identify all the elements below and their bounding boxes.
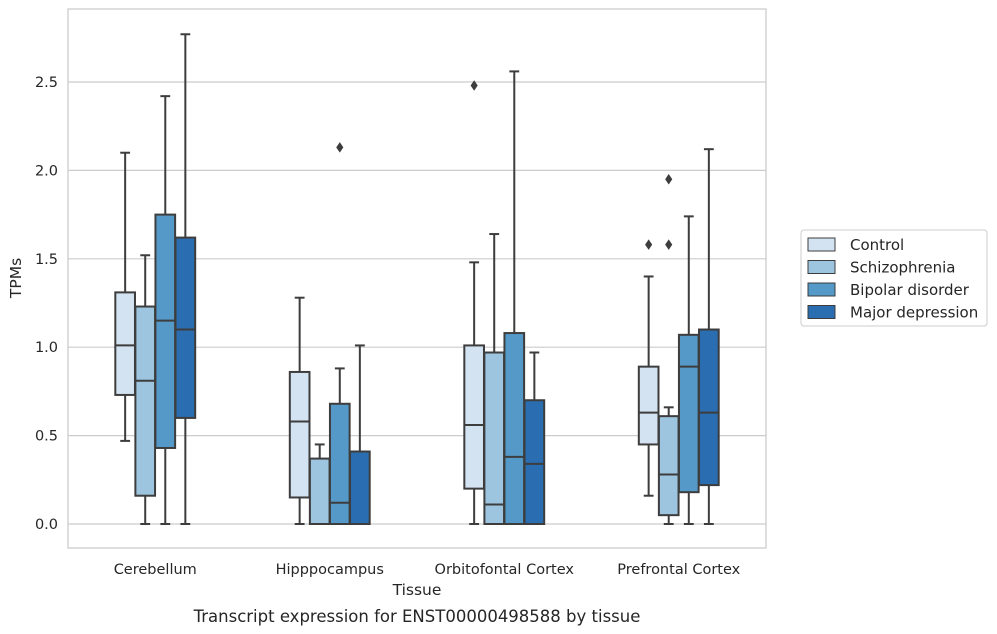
box-bipolar-disorder [154,95,177,525]
y-tick-label: 2.5 [35,75,58,91]
box-iqr [483,351,506,525]
box-iqr [637,365,660,446]
box-iqr [114,291,136,396]
y-tick-label: 1.5 [35,252,58,268]
x-tick-label: Hipppocampus [276,562,384,578]
box-control [288,296,311,525]
box-iqr [523,399,546,525]
outlier-point [665,239,673,250]
legend-label: Control [850,236,904,254]
legend-label: Major depression [850,304,978,322]
box-iqr [677,333,700,494]
y-axis-label: TPMs [7,258,25,299]
box-iqr [698,328,720,487]
y-tick-label: 0.0 [35,517,58,533]
chart-caption: Transcript expression for ENST0000049858… [193,607,641,626]
legend-swatch [807,237,836,252]
box-schizophrenia [308,443,331,526]
box-bipolar-disorder [503,70,526,525]
box-iqr [328,402,351,525]
boxes [114,33,720,526]
x-tick-labels: Cerebellum Hipppocampus Orbitofontal Corte… [114,562,741,578]
box-iqr [154,213,177,449]
box-iqr [503,332,526,525]
box-iqr [288,370,311,499]
x-tick-label: Prefrontal Cortex [617,562,740,578]
y-tick-label: 1.0 [35,340,58,356]
outlier-point [645,239,653,250]
legend-frame [800,229,988,327]
x-tick-label: Orbitofontal Cortex [435,562,575,578]
outlier-point [470,80,478,91]
box-iqr [174,236,197,419]
box-major-depression [698,148,720,525]
box-schizophrenia [483,233,506,525]
y-tick-label: 2.0 [35,163,58,179]
x-tick-label: Cerebellum [114,562,197,578]
legend-label: Bipolar disorder [850,281,970,299]
box-iqr [463,344,485,490]
box-iqr [657,415,680,517]
box-iqr [349,450,371,525]
x-axis-label: Tissue [392,581,442,599]
box-iqr [308,457,331,526]
legend-label: Schizophrenia [850,259,955,277]
box-iqr [134,305,157,497]
outlier-point [336,142,344,153]
legend: Control Schizophrenia Bipolar disorder Majo… [800,229,988,327]
y-tick-labels: 0.0 0.5 1.0 1.5 2.0 2.5 [35,75,58,533]
box-major-depression [174,33,197,525]
box-major-depression [349,344,371,525]
legend-swatch [807,282,836,297]
y-tick-label: 0.5 [35,429,58,445]
box-control [637,239,660,497]
outlier-point [665,173,673,185]
legend-swatch [807,260,836,274]
legend-swatch [807,305,836,319]
box-major-depression [523,351,546,525]
